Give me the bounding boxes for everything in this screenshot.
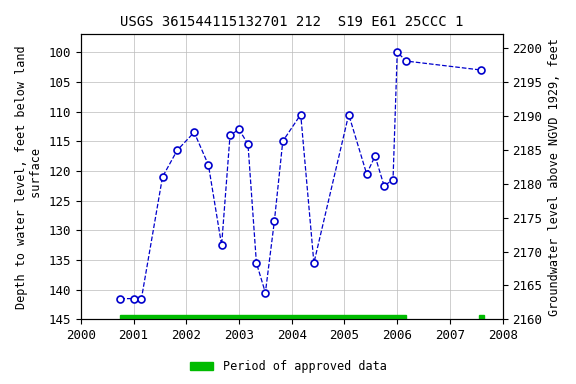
Y-axis label: Groundwater level above NGVD 1929, feet: Groundwater level above NGVD 1929, feet	[548, 38, 561, 316]
Legend: Period of approved data: Period of approved data	[185, 356, 391, 378]
Bar	[120, 314, 406, 319]
Bar	[479, 314, 484, 319]
Y-axis label: Depth to water level, feet below land
 surface: Depth to water level, feet below land su…	[15, 45, 43, 309]
Title: USGS 361544115132701 212  S19 E61 25CCC 1: USGS 361544115132701 212 S19 E61 25CCC 1	[120, 15, 464, 29]
